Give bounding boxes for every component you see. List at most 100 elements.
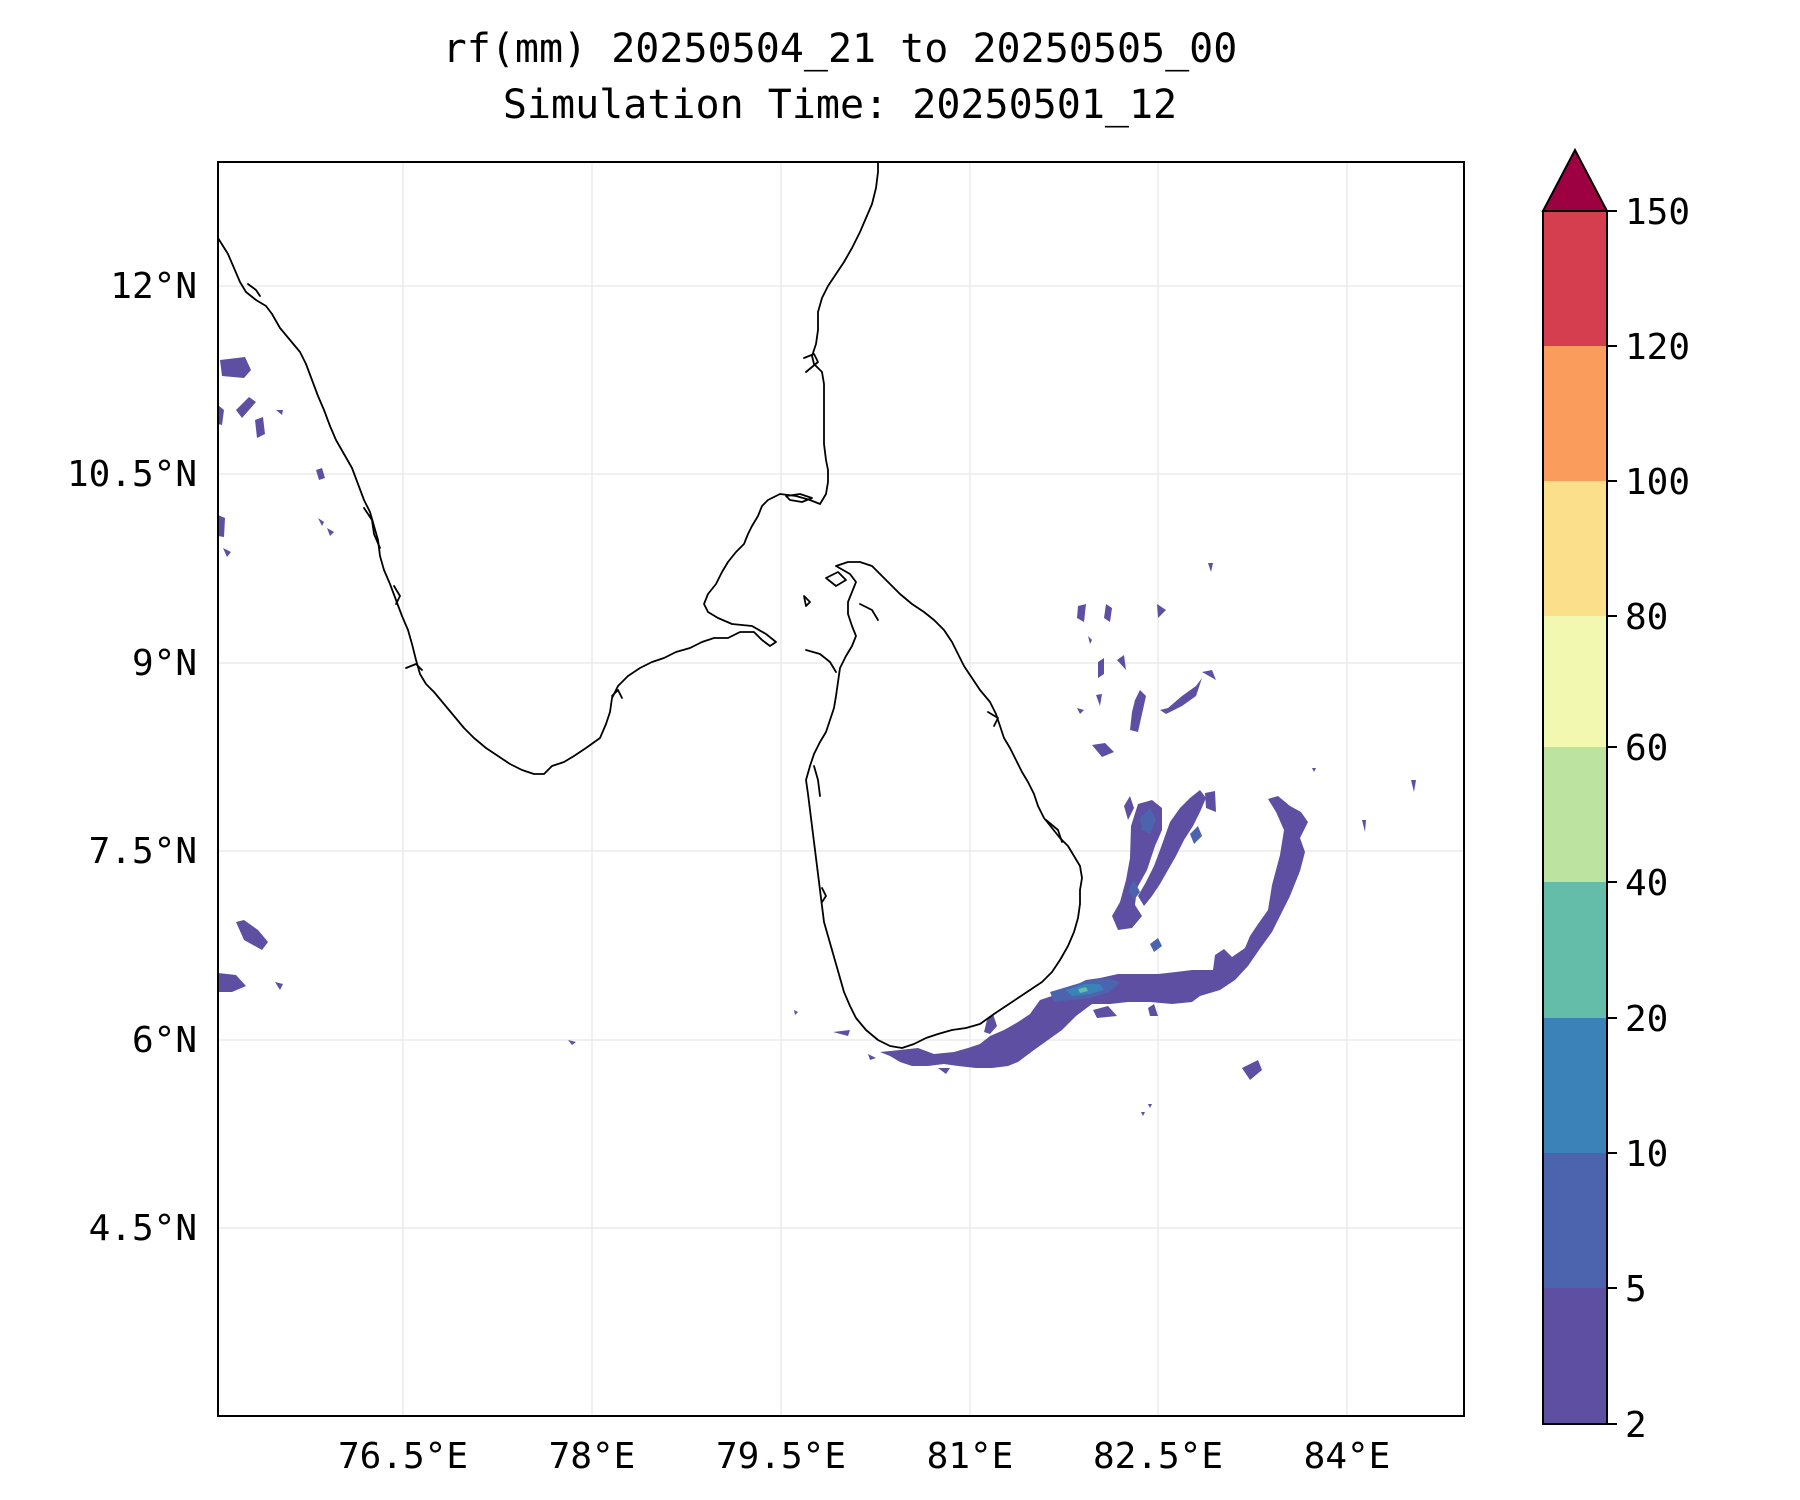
map-panel bbox=[217, 161, 1465, 1417]
rain-patch-spur-2 bbox=[1205, 791, 1216, 812]
colorbar-ticks bbox=[1607, 210, 1617, 1425]
rain-patch-south-4 bbox=[1148, 1104, 1152, 1108]
rain-patch-west-6 bbox=[236, 920, 268, 950]
lat-tick-label-4-5: 4.5°N bbox=[89, 1208, 197, 1249]
rain-patch-east-4 bbox=[1208, 563, 1213, 572]
india-coastline-detail-2 bbox=[363, 507, 381, 549]
map-frame bbox=[217, 161, 1465, 1417]
colorbar-label-10: 10 bbox=[1625, 1134, 1668, 1175]
rain-patch-20-40-1 bbox=[1078, 987, 1088, 993]
lon-tick-label-82-5: 82.5°E bbox=[1093, 1436, 1223, 1477]
colorbar-segment-10-20 bbox=[1543, 1018, 1607, 1153]
lon-tick-label-78: 78°E bbox=[549, 1436, 636, 1477]
colorbar-frame bbox=[1542, 210, 1608, 1425]
rain-patch-south-5 bbox=[1141, 1112, 1145, 1116]
colorbar-segments bbox=[1543, 211, 1607, 1424]
rain-patch-east-2 bbox=[1411, 780, 1416, 792]
rain-patch-south-2 bbox=[1148, 1004, 1158, 1016]
lat-tick-label-6: 6°N bbox=[132, 1020, 197, 1061]
rain-patch-west-10 bbox=[318, 518, 324, 526]
colorbar: 2 5 10 20 40 60 80 100 120 150 bbox=[1541, 147, 1690, 1446]
rain-patch-west-7 bbox=[218, 973, 246, 992]
colorbar-label-5: 5 bbox=[1625, 1269, 1647, 1310]
colorbar-label-40: 40 bbox=[1625, 863, 1668, 904]
sri-lanka-detail-5 bbox=[821, 887, 827, 903]
rain-patch-coast-1 bbox=[833, 1030, 850, 1036]
rain-patch-north-12 bbox=[1088, 636, 1092, 644]
rain-patch-west-1 bbox=[220, 357, 251, 378]
rain-patch-east-1 bbox=[1362, 820, 1366, 832]
rain-patch-coast-4 bbox=[984, 1014, 997, 1034]
lon-tick-label-84: 84°E bbox=[1304, 1436, 1391, 1477]
coastlines bbox=[218, 162, 1083, 1049]
sri-lanka-coastline bbox=[805, 561, 1083, 1049]
rain-patch-spur-1 bbox=[1124, 796, 1134, 820]
rain-patch-west-11 bbox=[327, 528, 334, 536]
india-coastline-detail-1 bbox=[803, 353, 819, 373]
rain-patch-5-10-4 bbox=[1190, 826, 1202, 844]
rain-patch-south-3 bbox=[1242, 1060, 1262, 1080]
colorbar-tick-labels: 2 5 10 20 40 60 80 100 120 150 bbox=[1625, 192, 1690, 1446]
lat-axis: 12°N 10.5°N 9°N 7.5°N 6°N 4.5°N bbox=[67, 266, 197, 1249]
colorbar-segment-40-60 bbox=[1543, 747, 1607, 882]
rain-patch-north-11 bbox=[1096, 694, 1102, 706]
sri-lanka-detail-3 bbox=[803, 595, 811, 607]
rain-patch-coast-5 bbox=[568, 1040, 576, 1045]
colorbar-segment-80-100 bbox=[1543, 481, 1607, 616]
colorbar-segment-20-40 bbox=[1543, 882, 1607, 1018]
colorbar-segment-120-150 bbox=[1543, 211, 1607, 346]
rain-patch-west-12 bbox=[223, 548, 231, 557]
rain-patch-north-4 bbox=[1202, 670, 1216, 680]
india-coastline-detail-5 bbox=[247, 283, 261, 297]
rain-patch-coast-2 bbox=[868, 1054, 876, 1060]
title-line-2: Simulation Time: 20250501_12 bbox=[503, 82, 1177, 128]
rain-patch-north-3 bbox=[1092, 743, 1114, 757]
map-background bbox=[218, 162, 1464, 1416]
rain-patch-north-6 bbox=[1104, 604, 1112, 622]
rain-patch-west-13 bbox=[276, 410, 283, 415]
rain-patch-arc-loop bbox=[1138, 790, 1206, 906]
sri-lanka-detail-6 bbox=[1045, 819, 1063, 843]
colorbar-label-150: 150 bbox=[1625, 192, 1690, 233]
rain-patch-west-5 bbox=[218, 515, 225, 537]
sri-lanka-detail-1 bbox=[825, 571, 847, 587]
lon-tick-label-79-5: 79.5°E bbox=[716, 1436, 846, 1477]
rain-patch-north-10 bbox=[1077, 708, 1084, 714]
rain-patch-coast-6 bbox=[794, 1010, 798, 1015]
colorbar-label-120: 120 bbox=[1625, 327, 1690, 368]
rain-patch-west-3 bbox=[255, 417, 265, 438]
rain-patch-west-8 bbox=[275, 982, 283, 990]
colorbar-label-80: 80 bbox=[1625, 597, 1668, 638]
gridlines bbox=[218, 162, 1464, 1416]
rain-patch-west-2 bbox=[236, 397, 256, 418]
colorbar-segment-100-120 bbox=[1543, 346, 1607, 481]
rain-patch-5-10-3 bbox=[1128, 880, 1140, 900]
colorbar-segment-2-5 bbox=[1543, 1288, 1607, 1424]
rain-patch-north-1 bbox=[1160, 678, 1202, 714]
rain-patch-south-1 bbox=[1093, 1006, 1117, 1018]
colorbar-label-2: 2 bbox=[1625, 1405, 1647, 1446]
colorbar-segment-60-80 bbox=[1543, 616, 1607, 747]
rainfall-contours bbox=[218, 357, 1416, 1116]
sri-lanka-detail-7 bbox=[987, 711, 999, 727]
lon-tick-label-76-5: 76.5°E bbox=[338, 1436, 468, 1477]
title-line-1: rf(mm) 20250504_21 to 20250505_00 bbox=[443, 26, 1238, 72]
rain-patch-west-4 bbox=[218, 405, 224, 425]
sri-lanka-detail-8 bbox=[859, 603, 879, 621]
sri-lanka-detail-2 bbox=[805, 649, 837, 673]
rain-patch-north-8 bbox=[1117, 655, 1126, 670]
rain-patch-5-10-5 bbox=[1150, 938, 1162, 952]
india-coastline-detail-3 bbox=[393, 585, 401, 605]
rain-patch-west-9 bbox=[316, 468, 325, 480]
rain-patch-5-10-2 bbox=[1140, 808, 1156, 834]
rain-patch-east-3 bbox=[1312, 768, 1316, 772]
lat-tick-label-9: 9°N bbox=[132, 643, 197, 684]
colorbar-segment-5-10 bbox=[1543, 1153, 1607, 1288]
colorbar-label-100: 100 bbox=[1625, 462, 1690, 503]
lat-tick-label-12: 12°N bbox=[110, 266, 197, 307]
lon-tick-label-81: 81°E bbox=[927, 1436, 1014, 1477]
sri-lanka-detail-4 bbox=[813, 765, 821, 797]
india-coastline-inlet bbox=[785, 493, 813, 503]
rain-patch-north-9 bbox=[1098, 658, 1104, 678]
